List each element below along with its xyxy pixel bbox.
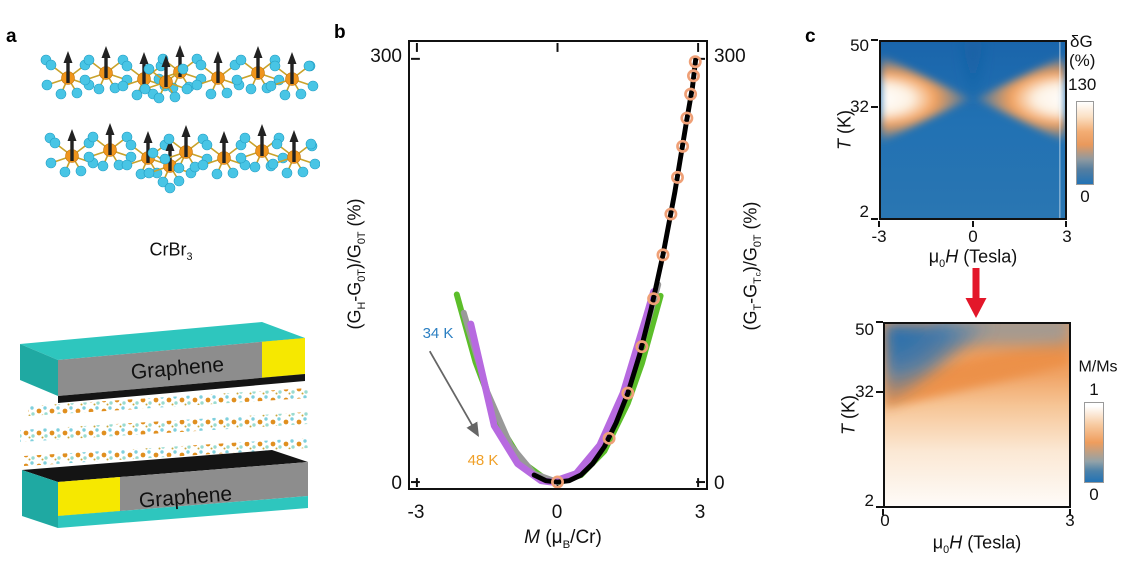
c-top-ytick-32: 32 [850, 97, 869, 117]
b-ytick-left-300: 300 [370, 46, 402, 68]
c-top-ylabel: T (K) [834, 110, 855, 150]
panel-c-letter: c [805, 26, 816, 47]
data-circle [676, 139, 690, 153]
data-circle [684, 87, 698, 101]
b-xtick-3: 3 [694, 502, 706, 524]
c-bot-colorbar [1084, 402, 1104, 483]
c-top-colorbar-min: 0 [1080, 187, 1090, 207]
c-top-ytick-mark-50 [871, 39, 878, 41]
c-heatmap-deltaG-image [881, 42, 1065, 218]
b-annotation-34K: 34 K [422, 325, 454, 343]
c-bot-ytick-mark-2 [876, 506, 883, 508]
c-top-ytick-mark-2 [871, 218, 878, 220]
c-bot-colorbar-min: 0 [1089, 485, 1099, 505]
c-top-xtick-mark-3 [1065, 221, 1067, 227]
c-bot-xlabel: μ0H (Tesla) [932, 532, 1022, 557]
crbr3-layer-bottom [44, 121, 320, 194]
temperature-sweep-arrow [428, 350, 479, 438]
panel-a-letter: a [6, 26, 17, 47]
c-heatmap-mms [883, 322, 1071, 508]
b-ytick-left-0: 0 [391, 473, 402, 495]
b-xtick-neg3: -3 [407, 502, 425, 524]
data-circle [602, 431, 616, 445]
c-bot-ytick-2: 2 [864, 491, 874, 511]
b-data-circles [551, 55, 702, 489]
b-plot-frame [408, 40, 708, 490]
c-top-colorbar-title-2: (%) [1069, 51, 1096, 71]
c-bot-colorbar-title: M/Ms [1078, 358, 1118, 376]
c-bot-ylabel: T (K) [838, 395, 859, 435]
data-circle [635, 340, 649, 354]
c-bot-xtick-0: 0 [880, 511, 890, 531]
c-bot-ytick-mark-32 [876, 391, 883, 393]
b-ytick-right-300: 300 [714, 46, 746, 68]
c-top-xtick-0: 0 [968, 227, 978, 247]
data-circle [621, 386, 635, 400]
data-circle [680, 111, 694, 125]
c-heatmap-mms-image [885, 324, 1069, 506]
crbr3-label: CrBr3 [149, 239, 193, 264]
data-circle [551, 475, 564, 489]
data-circle [656, 248, 670, 262]
electrode-left [58, 477, 120, 516]
data-circle [664, 207, 678, 221]
c-top-ytick-50: 50 [850, 36, 869, 56]
crbr3-crystal-structure [40, 43, 320, 194]
b-ylabel-left: (GH-G0T)/G0T (%) [344, 198, 369, 330]
b-curves [453, 56, 699, 486]
data-circle [647, 292, 661, 306]
electrode-right [262, 338, 305, 378]
b-xtick-0: 0 [551, 502, 563, 524]
bottom-graphene-slab: Graphene [22, 450, 308, 528]
b-ytick-right-0: 0 [714, 473, 725, 495]
b-xlabel: M (μB/Cr) [524, 527, 602, 551]
c-top-colorbar [1076, 101, 1094, 185]
c-bot-ytick-32: 32 [855, 382, 874, 402]
c-top-colorbar-max: 130 [1068, 75, 1097, 95]
data-circle [687, 69, 700, 83]
curve-t48k-purple [467, 288, 658, 486]
c-top-xtick-mark-0 [972, 221, 974, 227]
c-top-xtick-3: 3 [1062, 227, 1072, 247]
graphene-device-schematic: Graphene Graphene [20, 322, 308, 528]
c-top-colorbar-title-1: δG [1070, 32, 1093, 52]
c-bot-colorbar-max: 1 [1089, 380, 1099, 400]
data-circle [671, 170, 684, 184]
c-top-xlabel: μ0H (Tesla) [928, 246, 1018, 271]
crbr3-layer-top [40, 43, 320, 105]
c-bot-xtick-3: 3 [1065, 511, 1075, 531]
b-ylabel-right: (GT-GTc)/G0T (%) [740, 201, 765, 331]
c-heatmap-deltaG [879, 40, 1067, 220]
c-top-ytick-2: 2 [859, 202, 869, 222]
c-top-xtick-mark-neg3 [878, 221, 880, 227]
red-down-arrow [965, 268, 987, 318]
top-graphene-slab: Graphene [20, 322, 305, 403]
b-plot-area [410, 42, 706, 489]
data-circle [688, 55, 702, 69]
c-top-xtick-neg3: -3 [871, 227, 887, 247]
c-bot-xtick-mark-0 [882, 509, 884, 515]
c-bot-xtick-mark-3 [1069, 509, 1071, 515]
c-top-ytick-mark-32 [871, 106, 878, 108]
crbr3-atomic-layers [20, 388, 308, 466]
b-annotation-48K: 48 K [467, 452, 499, 470]
c-bot-ytick-mark-50 [876, 321, 883, 323]
c-bot-ytick-50: 50 [855, 320, 874, 340]
panel-b-letter: b [334, 22, 346, 43]
